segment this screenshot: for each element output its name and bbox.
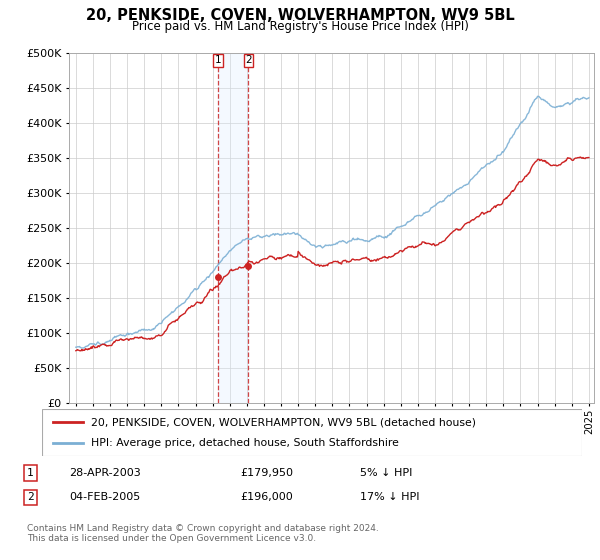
Text: £196,000: £196,000 bbox=[240, 492, 293, 502]
Text: Contains HM Land Registry data © Crown copyright and database right 2024.
This d: Contains HM Land Registry data © Crown c… bbox=[27, 524, 379, 543]
Text: 20, PENKSIDE, COVEN, WOLVERHAMPTON, WV9 5BL (detached house): 20, PENKSIDE, COVEN, WOLVERHAMPTON, WV9 … bbox=[91, 417, 476, 427]
Text: 28-APR-2003: 28-APR-2003 bbox=[69, 468, 141, 478]
Text: 20, PENKSIDE, COVEN, WOLVERHAMPTON, WV9 5BL: 20, PENKSIDE, COVEN, WOLVERHAMPTON, WV9 … bbox=[86, 8, 514, 24]
Text: HPI: Average price, detached house, South Staffordshire: HPI: Average price, detached house, Sout… bbox=[91, 438, 398, 448]
Text: 2: 2 bbox=[27, 492, 34, 502]
Text: 04-FEB-2005: 04-FEB-2005 bbox=[69, 492, 140, 502]
Bar bbox=[218, 53, 248, 403]
FancyBboxPatch shape bbox=[42, 409, 582, 456]
Text: 5% ↓ HPI: 5% ↓ HPI bbox=[360, 468, 412, 478]
Text: 1: 1 bbox=[27, 468, 34, 478]
Text: £179,950: £179,950 bbox=[240, 468, 293, 478]
Text: Price paid vs. HM Land Registry's House Price Index (HPI): Price paid vs. HM Land Registry's House … bbox=[131, 20, 469, 32]
Text: 17% ↓ HPI: 17% ↓ HPI bbox=[360, 492, 419, 502]
Text: 2: 2 bbox=[245, 55, 252, 66]
Text: 1: 1 bbox=[215, 55, 221, 66]
